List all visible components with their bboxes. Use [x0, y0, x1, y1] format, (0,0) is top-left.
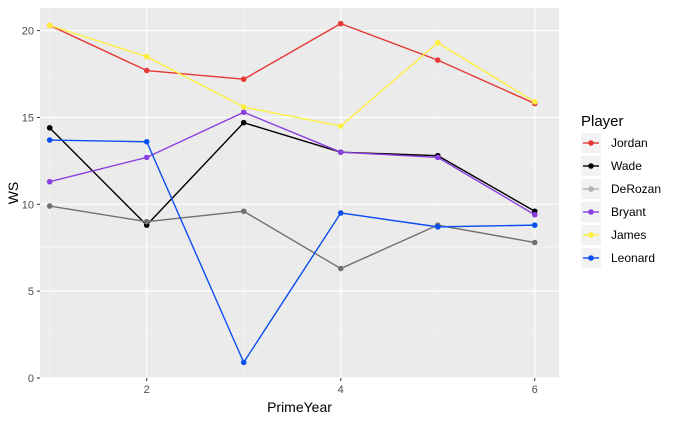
data-point-derozan: [240, 208, 247, 215]
data-point-leonard: [46, 137, 53, 143]
data-point-leonard: [240, 359, 247, 366]
y-tick-label: 10: [22, 199, 34, 211]
legend-key-point-wade: [588, 163, 594, 169]
series-line-derozan: [49, 205, 535, 270]
x-axis-title: PrimeYear: [267, 399, 332, 415]
series-points: [46, 20, 538, 366]
y-tick-label: 5: [28, 286, 34, 298]
x-tick-label: 2: [144, 384, 150, 396]
data-point-james: [46, 22, 53, 29]
series-line-bryant: [49, 111, 536, 216]
data-point-leonard: [337, 210, 344, 216]
data-point-leonard: [143, 138, 150, 145]
series-line-wade: [49, 121, 536, 226]
series-lines: [49, 22, 536, 364]
data-point-leonard: [434, 224, 441, 230]
data-point-jordan: [337, 20, 344, 27]
legend-key-point-derozan: [588, 186, 594, 192]
series-line-jordan: [49, 22, 536, 105]
data-point-bryant: [240, 109, 247, 116]
legend-label-james: James: [611, 228, 646, 242]
data-point-derozan: [46, 203, 53, 209]
legend-key-point-jordan: [588, 140, 594, 146]
data-point-bryant: [143, 154, 150, 161]
data-point-james: [337, 123, 344, 129]
y-tick-label: 20: [22, 26, 34, 38]
y-tick-label: 15: [22, 112, 34, 124]
data-point-james: [531, 99, 538, 105]
y-axis-title: WS: [5, 182, 21, 205]
legend-key-point-bryant: [588, 209, 594, 215]
legend-label-wade: Wade: [611, 159, 642, 173]
data-point-jordan: [240, 76, 247, 83]
series-line-leonard: [49, 139, 535, 364]
data-point-derozan: [337, 265, 344, 272]
legend-label-leonard: Leonard: [611, 251, 655, 265]
data-point-bryant: [531, 211, 538, 218]
legend-key-point-james: [588, 232, 594, 238]
data-point-bryant: [337, 149, 344, 155]
plot-panel: [40, 8, 559, 378]
y-axis-ticks: 0 5 10 15 20: [22, 26, 40, 385]
series-line-james: [49, 24, 536, 127]
data-point-bryant: [434, 154, 441, 161]
legend-label-bryant: Bryant: [611, 205, 646, 219]
legend-label-jordan: Jordan: [611, 136, 648, 150]
data-point-derozan: [531, 239, 538, 246]
data-point-derozan: [143, 218, 150, 225]
legend-title: Player: [581, 113, 624, 130]
data-point-jordan: [434, 57, 441, 63]
legend-key-point-leonard: [588, 255, 594, 261]
data-point-bryant: [46, 178, 53, 185]
x-axis-ticks: 2 4 6: [144, 378, 538, 396]
data-point-james: [434, 39, 441, 46]
x-tick-label: 4: [338, 384, 344, 396]
x-tick-label: 6: [532, 384, 538, 396]
data-point-jordan: [143, 67, 150, 74]
y-tick-label: 0: [28, 373, 34, 385]
data-point-james: [143, 53, 150, 60]
data-point-james: [240, 104, 247, 110]
legend-label-derozan: DeRozan: [611, 182, 661, 196]
data-point-wade: [240, 119, 247, 126]
grid-minor: [40, 8, 559, 378]
data-point-leonard: [531, 222, 538, 228]
legend: Player Jordan Wade DeRozan Bryant James Leona…: [581, 113, 661, 268]
data-point-wade: [46, 125, 53, 131]
